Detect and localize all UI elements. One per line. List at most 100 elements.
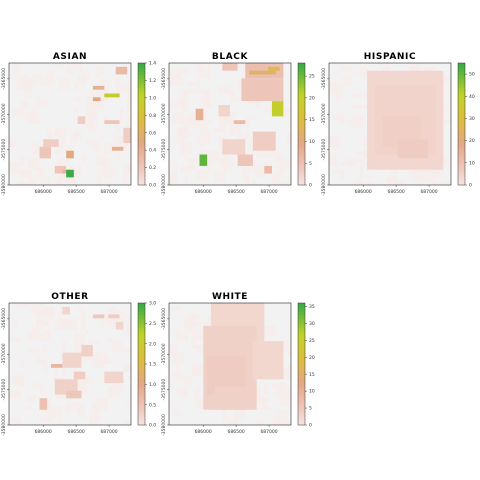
raster-cell — [89, 108, 97, 121]
raster-cell — [43, 409, 55, 418]
legend-swatch — [138, 385, 145, 389]
legend-swatch — [138, 348, 145, 353]
legend-swatch — [138, 66, 145, 70]
raster-cell — [268, 329, 276, 334]
raster-cell — [199, 131, 211, 144]
raster-cell — [35, 97, 48, 105]
legend-swatch — [298, 370, 305, 374]
legend-tick-label: 0.0 — [149, 423, 156, 429]
raster-cell — [70, 318, 78, 330]
raster-cell — [218, 158, 227, 166]
legend-swatch — [138, 139, 145, 143]
raster-cell — [386, 63, 390, 67]
legend-colorbar: 0 10 20 30 40 50 — [457, 62, 475, 189]
raster-cell — [336, 89, 345, 98]
legend-swatch — [298, 108, 305, 113]
legend-swatch — [298, 63, 305, 67]
legend-swatch — [298, 99, 305, 103]
raster-cell — [31, 329, 40, 338]
legend-tick-label: 30 — [469, 116, 475, 122]
raster-cell — [271, 417, 284, 426]
raster-cell — [245, 131, 250, 140]
legend-swatch — [458, 102, 465, 106]
x-tick-label: 686500 — [228, 189, 245, 195]
raster-cell — [184, 124, 189, 128]
raster-cell — [336, 112, 341, 121]
legend-swatch — [138, 360, 145, 365]
raster-cell — [172, 139, 185, 144]
legend-tick-label: 3.0 — [149, 301, 156, 307]
raster-cell — [108, 337, 120, 342]
raster-cell — [176, 66, 189, 75]
raster-cell — [54, 162, 63, 166]
raster-cell — [218, 85, 230, 94]
raster-cell — [184, 154, 189, 159]
legend-swatch — [298, 102, 305, 106]
raster-cell — [256, 104, 261, 109]
legend-swatch — [458, 105, 465, 110]
legend-tick-label: 40 — [469, 94, 475, 100]
raster-cell — [96, 66, 105, 71]
x-tick-label: 686000 — [195, 429, 212, 435]
raster-cell — [54, 390, 67, 399]
legend-swatch — [298, 145, 305, 149]
legend-swatch — [138, 327, 145, 331]
legend-swatch — [298, 66, 305, 70]
raster-patch — [39, 398, 48, 410]
raster-cell — [123, 165, 132, 174]
raster-cell — [386, 177, 398, 182]
raster-cell — [367, 181, 371, 185]
raster-patch — [199, 154, 208, 166]
legend-swatch — [298, 160, 305, 164]
legend-swatch — [458, 93, 465, 97]
legend-swatch — [298, 120, 305, 125]
legend-swatch — [458, 72, 465, 76]
legend-swatch — [298, 373, 305, 377]
raster-cell — [77, 74, 86, 86]
legend-swatch — [458, 78, 465, 82]
raster-cell — [96, 169, 105, 174]
legend-swatch — [138, 351, 145, 356]
raster-cell — [24, 112, 36, 121]
raster-cell — [271, 383, 276, 387]
raster-cell — [39, 177, 51, 186]
x-tick-label: 686000 — [35, 189, 52, 195]
legend-swatch — [138, 364, 145, 368]
raster-cell — [176, 97, 181, 105]
raster-cell — [378, 63, 383, 67]
raster-patch — [237, 154, 253, 166]
raster-patch — [252, 341, 284, 380]
legend-swatch — [298, 87, 305, 91]
panel-hispanic: HISPANIC 686000 686500 687000 -3580000 -35750… — [321, 52, 475, 196]
legend-swatch — [298, 403, 305, 407]
legend-swatch — [458, 87, 465, 91]
raster-cell — [443, 74, 452, 83]
legend-swatch — [138, 367, 145, 371]
raster-cell — [424, 66, 436, 75]
legend-swatch — [138, 418, 145, 423]
raster-cell — [279, 181, 284, 185]
legend-swatch — [458, 69, 465, 73]
legend-swatch — [138, 151, 145, 155]
raster-cell — [329, 135, 341, 147]
raster-cell — [172, 352, 185, 364]
raster-cell — [180, 143, 192, 147]
legend-swatch — [298, 324, 305, 328]
raster-patch — [268, 66, 280, 71]
raster-cell — [287, 386, 291, 395]
legend-frame — [297, 62, 306, 186]
legend-swatch — [458, 151, 465, 155]
raster-patch — [271, 101, 284, 117]
legend-swatch — [458, 157, 465, 161]
raster-patch — [92, 314, 105, 319]
legend-swatch — [138, 336, 145, 340]
legend-swatch — [298, 336, 305, 340]
raster-cell — [351, 93, 360, 98]
legend-colorbar: 0 5 10 15 20 25 30 35 — [297, 302, 315, 429]
legend-swatch — [298, 415, 305, 420]
raster-patch — [115, 322, 124, 330]
raster-cell — [199, 66, 211, 79]
legend-swatch — [138, 412, 145, 417]
raster-patch — [104, 93, 120, 98]
